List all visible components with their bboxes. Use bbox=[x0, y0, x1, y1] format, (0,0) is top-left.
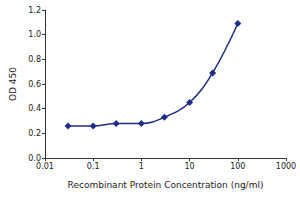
svg-text:1.2: 1.2 bbox=[28, 6, 41, 15]
svg-text:1.0: 1.0 bbox=[28, 30, 41, 39]
svg-text:0.8: 0.8 bbox=[28, 55, 41, 64]
svg-text:0.2: 0.2 bbox=[28, 129, 41, 138]
svg-text:0.0: 0.0 bbox=[28, 153, 41, 163]
svg-text:OD 450: OD 450 bbox=[8, 67, 18, 101]
svg-text:1000: 1000 bbox=[276, 162, 296, 171]
svg-text:0.4: 0.4 bbox=[28, 104, 41, 113]
svg-text:10: 10 bbox=[185, 162, 195, 171]
svg-text:Recombinant Protein Concentrat: Recombinant Protein Concentration (ng/ml… bbox=[68, 180, 264, 190]
svg-text:100: 100 bbox=[230, 162, 245, 171]
svg-text:1: 1 bbox=[139, 162, 144, 171]
svg-text:0.01: 0.01 bbox=[36, 162, 54, 171]
svg-text:0.6: 0.6 bbox=[28, 80, 41, 89]
svg-text:0.1: 0.1 bbox=[87, 162, 100, 171]
